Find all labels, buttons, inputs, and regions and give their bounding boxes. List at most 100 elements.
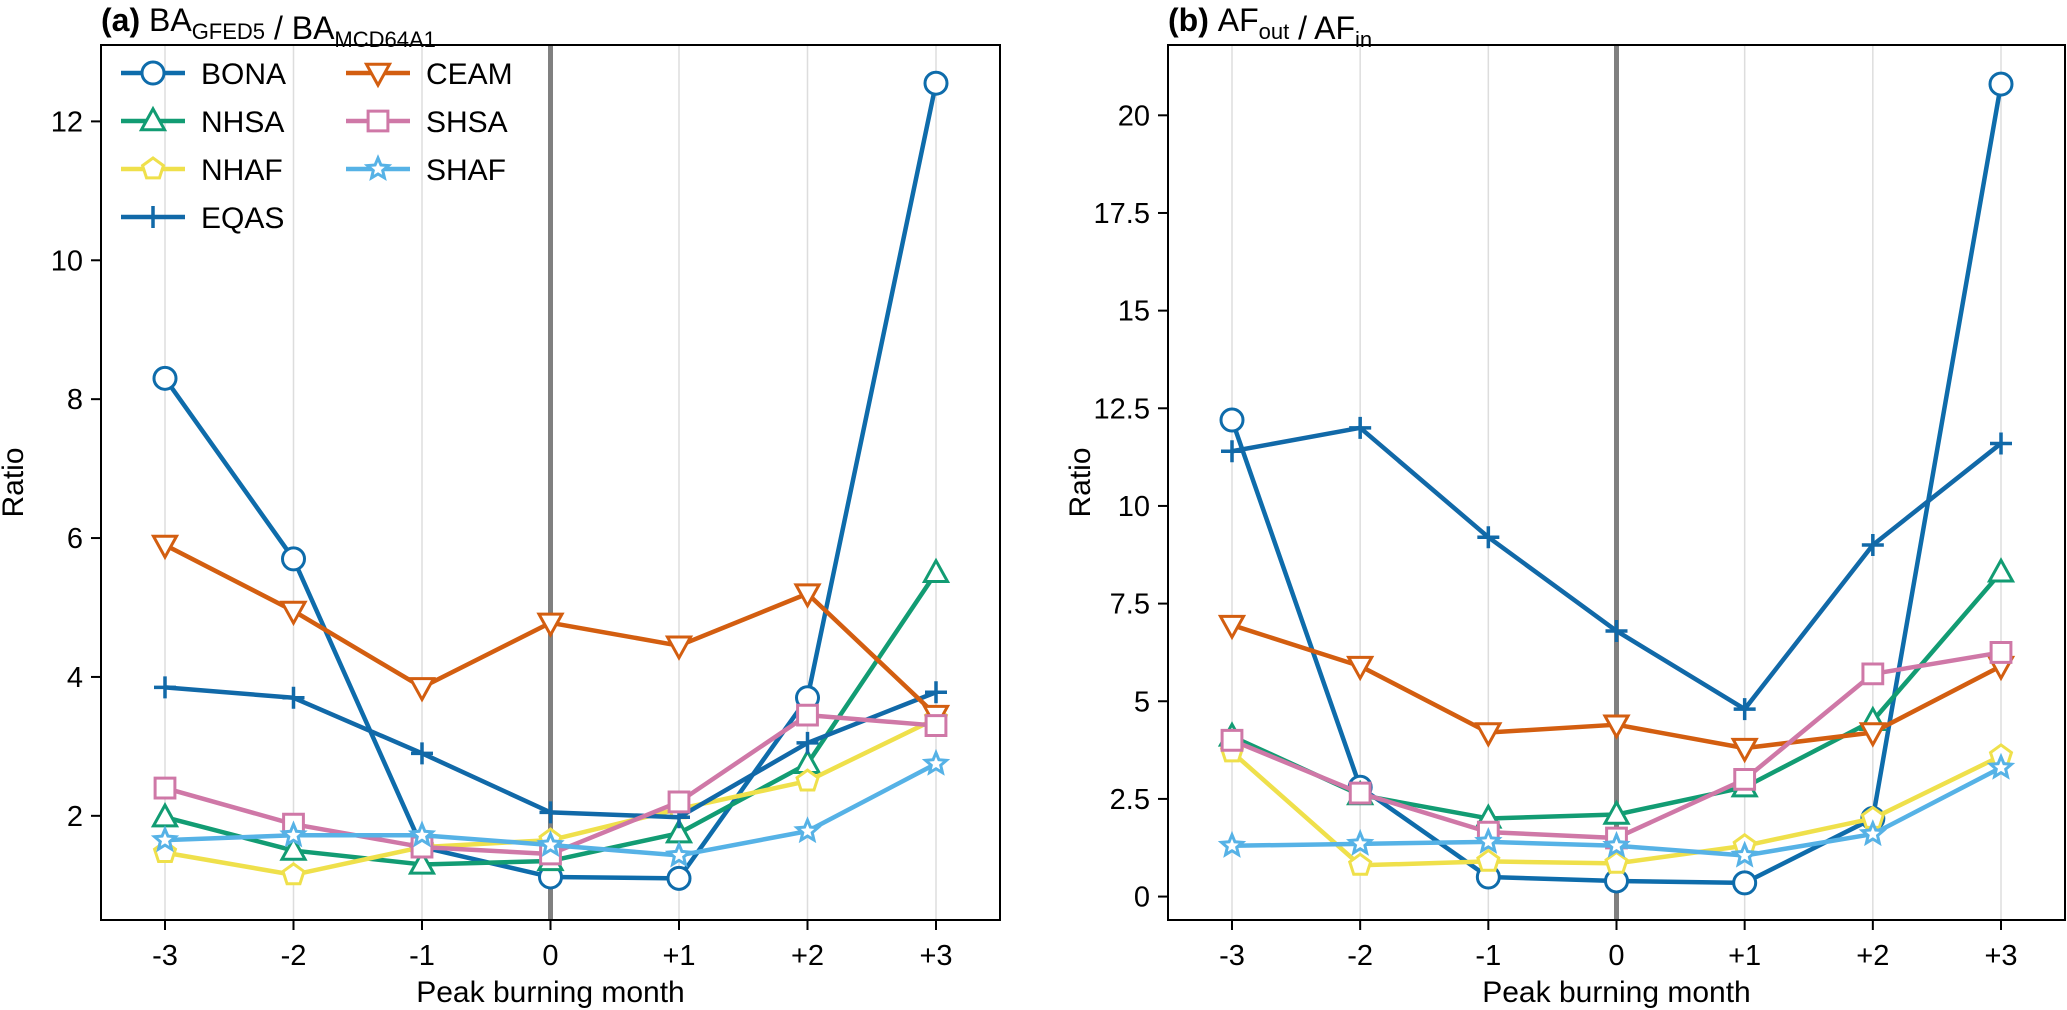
legend-label-bona: BONA — [201, 58, 286, 91]
x-tick-label: +2 — [1856, 940, 1889, 972]
x-tick-label: +2 — [791, 940, 824, 972]
data-point-ceam — [664, 635, 694, 661]
legend-marker-shsa — [366, 109, 390, 133]
data-point-ceam — [536, 612, 565, 638]
data-point-shaf — [1602, 830, 1631, 858]
data-point-nhaf — [1476, 848, 1501, 872]
x-tick-label: 0 — [542, 940, 558, 972]
data-point-shaf — [407, 820, 437, 848]
data-point-ceam — [1346, 655, 1375, 682]
legend-label-shaf: SHAF — [426, 154, 506, 187]
x-tick-label: +1 — [1728, 940, 1761, 972]
legend-label-eqas: EQAS — [201, 202, 284, 235]
data-point-ceam — [150, 534, 180, 561]
x-tick-label: -1 — [409, 940, 435, 972]
y-axis-title: Ratio — [0, 447, 30, 517]
x-tick-label: -3 — [1219, 940, 1245, 972]
legend-marker-bona — [140, 60, 166, 86]
y-tick-label: 12 — [51, 106, 83, 138]
data-point-shsa — [1220, 728, 1244, 752]
data-point-bona — [923, 70, 949, 96]
panel-a: -3 -2 -1 0 +1 +2 +3 2 4 6 8 10 12 Peak burning month R… — [0, 2, 1001, 1009]
y-tick-label: 12.5 — [1094, 393, 1150, 425]
x-axis-title: Peak burning month — [1482, 976, 1751, 1009]
data-point-shsa — [1989, 641, 2013, 664]
x-tick-label: 0 — [1608, 940, 1624, 972]
data-point-shsa — [796, 703, 819, 727]
x-tick-label: -1 — [1475, 940, 1501, 972]
data-point-bona — [666, 865, 692, 891]
data-point-eqas — [539, 801, 562, 824]
data-point-nhaf — [1604, 850, 1629, 874]
data-point-shsa — [1733, 767, 1757, 791]
data-point-bona — [1732, 870, 1758, 896]
legend-marker-nhsa — [138, 105, 168, 132]
data-point-eqas — [1221, 440, 1243, 463]
data-point-shaf — [1730, 840, 1759, 868]
data-point-eqas — [925, 681, 947, 704]
y-tick-label: 15 — [1118, 296, 1150, 328]
data-point-ceam — [279, 600, 308, 627]
legend-label-shsa: SHSA — [426, 106, 508, 139]
data-point-ceam — [1858, 722, 1887, 748]
data-point-eqas — [154, 676, 176, 699]
data-point-shaf — [793, 816, 822, 844]
panel-title: (b) AFout / AFin — [1168, 2, 1372, 52]
x-tick-label: -2 — [1347, 940, 1373, 972]
legend-label-nhaf: NHAF — [201, 154, 283, 187]
data-point-eqas — [411, 742, 433, 765]
data-point-eqas — [1477, 526, 1500, 549]
data-point-bona — [1219, 407, 1245, 433]
data-point-bona — [281, 546, 306, 572]
data-point-shaf — [536, 830, 565, 858]
x-tick-label: -3 — [152, 940, 178, 972]
data-point-nhaf — [281, 862, 306, 886]
y-tick-label: 6 — [67, 523, 83, 555]
y-tick-label: 2.5 — [1110, 784, 1150, 816]
y-axis-title: Ratio — [1064, 447, 1097, 517]
y-tick-label: 10 — [1118, 491, 1150, 523]
data-point-eqas — [1349, 416, 1372, 439]
data-point-shaf — [921, 748, 951, 776]
data-point-nhsa — [1986, 557, 2016, 583]
data-point-shaf — [664, 840, 694, 868]
data-point-shsa — [1348, 781, 1372, 805]
data-point-ceam — [793, 583, 822, 609]
legend-label-ceam: CEAM — [426, 58, 513, 91]
data-point-shsa — [1861, 662, 1885, 686]
y-tick-label: 2 — [67, 801, 83, 833]
data-point-eqas — [282, 686, 305, 709]
legend-marker-shaf — [363, 154, 393, 182]
y-tick-label: 17.5 — [1094, 198, 1150, 230]
y-tick-label: 0 — [1134, 882, 1150, 914]
data-point-nhsa — [150, 802, 180, 828]
legend-label-nhsa: NHSA — [201, 106, 284, 139]
y-tick-label: 10 — [51, 245, 83, 277]
data-point-ceam — [1217, 614, 1247, 641]
data-point-bona — [152, 365, 178, 391]
data-point-ceam — [1474, 722, 1503, 748]
data-point-nhaf — [795, 768, 820, 792]
data-point-nhaf — [1347, 852, 1373, 876]
y-tick-label: 4 — [67, 662, 83, 694]
legend-marker-nhaf — [140, 156, 166, 180]
legend-marker-ceam — [363, 62, 393, 89]
data-point-nhsa — [279, 835, 308, 861]
x-tick-label: +1 — [662, 940, 695, 972]
data-point-eqas — [1990, 432, 2012, 455]
legend-marker-eqas — [142, 206, 164, 228]
panel-title: (a) BAGFED5 / BAMCD64A1 — [101, 2, 436, 52]
data-point-shsa — [924, 714, 948, 737]
data-point-ceam — [1730, 737, 1759, 764]
data-point-shaf — [279, 820, 308, 848]
data-point-eqas — [1861, 534, 1884, 556]
x-tick-label: +3 — [919, 940, 952, 972]
data-point-shaf — [1858, 819, 1888, 847]
data-point-nhsa — [1602, 799, 1631, 825]
data-point-nhsa — [921, 557, 951, 583]
data-point-shaf — [150, 825, 180, 853]
data-point-ceam — [407, 677, 437, 703]
x-tick-label: +3 — [1984, 940, 2017, 972]
y-tick-label: 7.5 — [1110, 589, 1150, 621]
